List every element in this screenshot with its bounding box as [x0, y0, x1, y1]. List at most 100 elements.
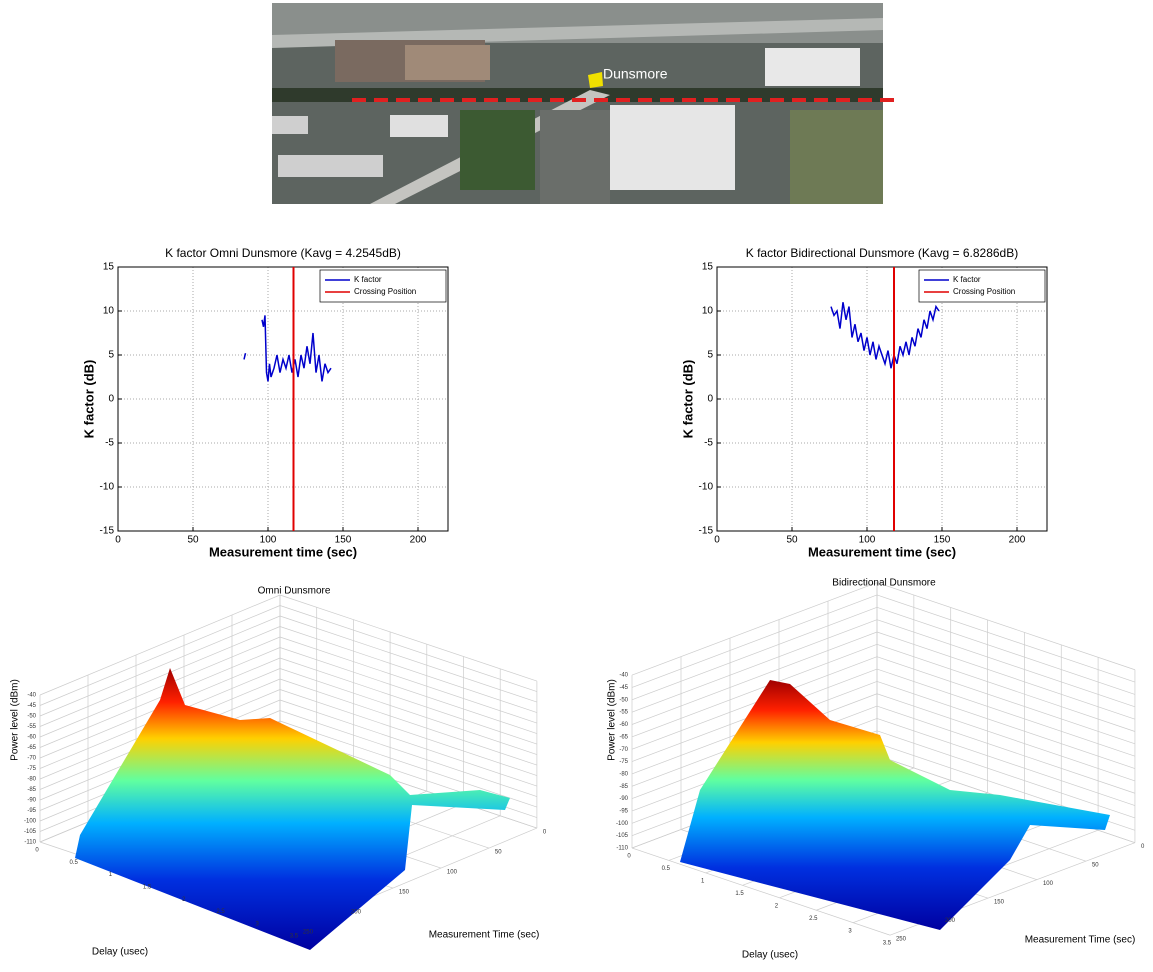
- grid-line: [280, 637, 537, 723]
- x-tick-label: 0.5: [70, 860, 79, 866]
- aerial-map: Dunsmore: [272, 3, 900, 204]
- x-tick-label: 1.5: [735, 891, 744, 897]
- legend-label: Crossing Position: [354, 287, 416, 296]
- grid-line: [877, 607, 1135, 694]
- z-tick-label: -60: [619, 722, 628, 728]
- y-tick-label: 0: [543, 830, 547, 836]
- z-tick-label: -40: [619, 673, 628, 679]
- grid-line: [632, 620, 877, 713]
- z-tick-label: -110: [616, 846, 628, 852]
- x-tick-label: 0: [627, 854, 631, 860]
- grid-line: [877, 620, 1135, 707]
- x-tick-label: 50: [187, 535, 199, 546]
- z-tick-label: -75: [619, 759, 628, 765]
- x-axis-label: Delay (usec): [92, 947, 148, 958]
- y-tick-label: -5: [704, 438, 713, 449]
- x-tick-label: 1: [701, 878, 705, 884]
- grid-line: [877, 681, 1135, 768]
- z-tick-label: -45: [27, 703, 36, 709]
- x-tick-label: 200: [1009, 535, 1026, 546]
- figure: Dunsmore 050100150200-15-10-5051015K fac…: [0, 0, 1153, 967]
- x-tick-label: 2.5: [216, 909, 225, 915]
- grid-line: [877, 644, 1135, 731]
- y-tick-label: -15: [100, 526, 115, 537]
- x-tick-label: 0: [115, 535, 121, 546]
- grid-line: [632, 607, 877, 700]
- grid-line: [280, 658, 537, 744]
- x-tick-label: 50: [786, 535, 798, 546]
- grid-line: [877, 632, 1135, 719]
- map-label: Dunsmore: [603, 66, 668, 82]
- y-tick-label: 0: [707, 394, 713, 405]
- y-tick-label: -5: [105, 438, 114, 449]
- y-tick-label: 10: [103, 306, 115, 317]
- z-tick-label: -85: [27, 787, 36, 793]
- z-tick-label: -65: [619, 734, 628, 740]
- x-axis-label: Delay (usec): [742, 950, 798, 961]
- y-tick-label: 0: [108, 394, 114, 405]
- x-tick-label: 2: [775, 903, 779, 909]
- legend-box: [919, 270, 1045, 302]
- grid-line: [280, 595, 537, 681]
- z-tick-label: -55: [619, 710, 628, 716]
- y-tick-label: 200: [351, 910, 362, 916]
- x-tick-label: 3: [848, 928, 852, 934]
- z-axis-label: Power level (dBm): [10, 679, 21, 761]
- z-axis-label: Power level (dBm): [607, 679, 618, 761]
- chart-title: K factor Bidirectional Dunsmore (Kavg = …: [746, 246, 1018, 260]
- y-tick-label: 250: [303, 930, 314, 936]
- grid-line: [280, 616, 537, 702]
- grid-line: [877, 595, 1135, 682]
- grid-line: [632, 595, 877, 688]
- z-tick-label: -70: [27, 756, 36, 762]
- grid-line: [280, 627, 537, 713]
- z-tick-label: -45: [619, 685, 628, 691]
- x-tick-label: 0: [35, 848, 39, 854]
- y-tick-label: 250: [896, 937, 907, 943]
- z-tick-label: -80: [27, 777, 36, 783]
- x-tick-label: 0.5: [662, 866, 671, 872]
- y-axis-label: Measurement Time (sec): [429, 930, 540, 941]
- y-tick-label: -15: [699, 526, 714, 537]
- y-tick-label: 100: [1043, 881, 1054, 887]
- z-tick-label: -90: [619, 796, 628, 802]
- x-tick-label: 3.5: [290, 934, 299, 940]
- surface-shape: [75, 668, 510, 950]
- chart-title: K factor Omni Dunsmore (Kavg = 4.2545dB): [165, 246, 401, 260]
- y-tick-label: 150: [994, 900, 1005, 906]
- y-tick-label: 150: [399, 890, 410, 896]
- legend-label: K factor: [354, 275, 382, 284]
- grid-line: [280, 606, 537, 692]
- grid-line: [877, 583, 1135, 670]
- y-tick-label: 15: [103, 262, 115, 273]
- y-axis-label: K factor (dB): [680, 360, 695, 439]
- y-tick-label: 50: [495, 850, 502, 856]
- y-tick-label: 10: [702, 306, 714, 317]
- y-axis-label: Measurement Time (sec): [1025, 935, 1136, 946]
- y-tick-label: 5: [108, 350, 114, 361]
- grid-line: [280, 648, 537, 734]
- x-tick-label: 1: [109, 872, 113, 878]
- z-tick-label: -90: [27, 798, 36, 804]
- x-axis-label: Measurement time (sec): [808, 544, 956, 559]
- z-tick-label: -40: [27, 693, 36, 699]
- x-tick-label: 3.5: [883, 941, 892, 947]
- legend-label: K factor: [953, 275, 981, 284]
- x-tick-label: 2.5: [809, 916, 818, 922]
- z-tick-label: -95: [619, 809, 628, 815]
- y-tick-label: -10: [699, 482, 714, 493]
- grid-line: [877, 669, 1135, 756]
- y-axis-label: K factor (dB): [81, 360, 96, 439]
- grid-line: [877, 657, 1135, 744]
- y-tick-label: 100: [447, 870, 458, 876]
- y-tick-label: 15: [702, 262, 714, 273]
- y-tick-label: 0: [1141, 844, 1145, 850]
- x-tick-label: 0: [714, 535, 720, 546]
- z-tick-label: -95: [27, 808, 36, 814]
- chart-title: Omni Dunsmore: [258, 586, 331, 597]
- grid-line: [877, 694, 1135, 781]
- z-tick-label: -50: [619, 697, 628, 703]
- grid-line: [632, 583, 877, 676]
- z-tick-label: -60: [27, 735, 36, 741]
- grid-line: [40, 595, 280, 695]
